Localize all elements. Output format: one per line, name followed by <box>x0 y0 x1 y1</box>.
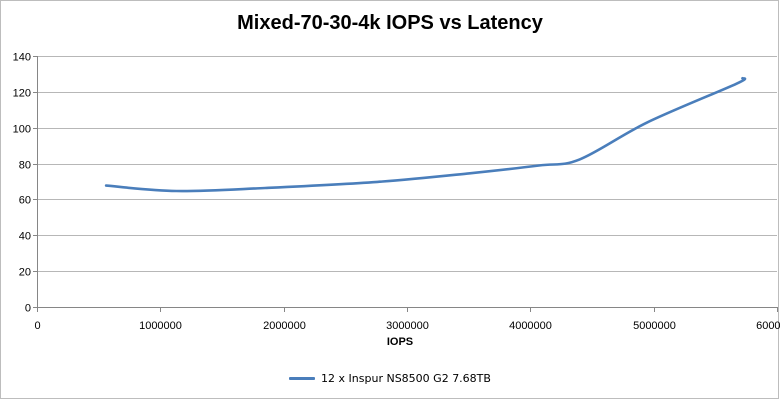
x-tick-label-3: 3000000 <box>386 320 429 332</box>
y-tick-label-0: 0 <box>25 303 31 315</box>
x-tick-label-4: 4000000 <box>509 320 552 332</box>
legend: 12 x Inspur NS8500 G2 7.68TB <box>0 372 780 385</box>
x-axis-ticks: 0 1000000 2000000 3000000 4000000 5000000 6000… <box>34 307 780 332</box>
y-tick-label-5: 100 <box>13 124 31 136</box>
grid-lines <box>37 56 777 272</box>
x-axis-label: IOPS <box>386 336 414 348</box>
y-tick-label-4: 80 <box>19 160 31 172</box>
axes <box>37 56 777 308</box>
y-tick-label-1: 20 <box>19 267 31 279</box>
y-tick-label-2: 40 <box>19 231 31 243</box>
y-axis-ticks: 0 20 40 60 80 100 120 140 <box>13 52 37 315</box>
x-tick-label-6: 6000000 <box>756 320 780 332</box>
series-lines <box>104 76 747 193</box>
y-tick-label-7: 140 <box>13 52 31 64</box>
y-tick-label-6: 120 <box>13 88 31 100</box>
x-tick-label-5: 5000000 <box>633 320 676 332</box>
chart-title: Mixed-70-30-4k IOPS vs Latency <box>237 12 543 34</box>
legend-label: 12 x Inspur NS8500 G2 7.68TB <box>321 372 491 385</box>
y-tick-label-3: 60 <box>19 195 31 207</box>
x-tick-label-0: 0 <box>34 320 40 332</box>
x-tick-label-2: 2000000 <box>263 320 306 332</box>
series-line-0 <box>104 76 747 193</box>
legend-swatch-line <box>289 377 316 380</box>
x-tick-label-1: 1000000 <box>139 320 182 332</box>
